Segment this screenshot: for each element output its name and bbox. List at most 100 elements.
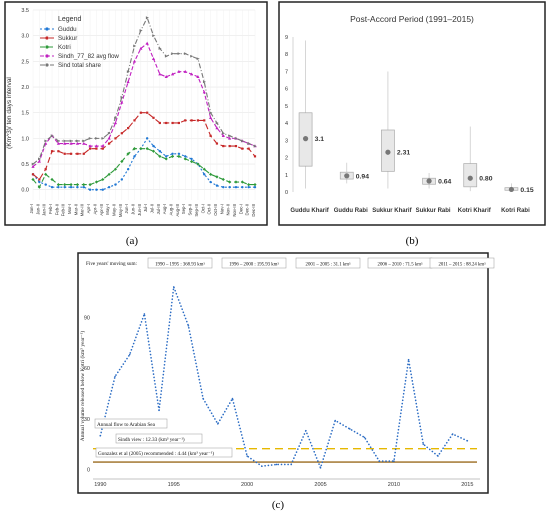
- panel-a-point: [101, 136, 105, 140]
- legend-swatch-marker: [45, 45, 49, 49]
- panel-a-point: [171, 152, 174, 155]
- panel-a-point: [184, 155, 187, 158]
- panel-a-label: (a): [126, 235, 139, 247]
- panel-a-point: [126, 152, 130, 156]
- panel-a-point: [253, 185, 257, 189]
- panel-a-point: [183, 52, 188, 56]
- panel-c-data-point: [187, 325, 190, 327]
- panel-b-xtick-label: Guddu Kharif: [290, 208, 329, 214]
- panel-c-xtick-label: 2005: [314, 482, 326, 488]
- panel-a-legend: Legend Guddu Sukkur Kotri Sindh_77_82 avg f…: [40, 16, 119, 69]
- box-value-label: 0.80: [479, 176, 492, 183]
- panel-a-point: [215, 121, 219, 125]
- panel-a-xtick-label: Aug-II: [169, 204, 174, 215]
- panel-c-period-label: 2006 – 2010 : 71.5 km³: [378, 262, 423, 268]
- panel-a-point: [133, 155, 136, 158]
- panel-a-xtick-label: Oct-III: [213, 204, 218, 216]
- panel-a-xtick-label: Apr-III: [99, 204, 104, 216]
- panel-a-xtick-label: Feb-I: [48, 204, 53, 214]
- panel-a-point: [132, 147, 137, 151]
- panel-a-xtick-label: Jun-III: [137, 204, 142, 216]
- panel-a-point: [75, 182, 79, 187]
- panel-b-yticks: 0 1 2 3 4 5 6 7 8 9: [285, 35, 288, 196]
- panel-a-point: [63, 141, 67, 145]
- panel-a-point: [95, 188, 98, 191]
- panel-c-data-point: [143, 313, 146, 315]
- panel-a-point: [107, 185, 111, 189]
- panel-a-xtick-label: Sep-III: [194, 204, 199, 217]
- panel-b-xtick-label: Guddu Rabi: [334, 208, 368, 214]
- panel-c-data-point: [246, 455, 248, 457]
- panel-a-xtick-label: Mar-I: [67, 204, 72, 214]
- panel-c-data-point: [275, 463, 278, 466]
- panel-c-label: (c): [272, 499, 285, 511]
- panel-a-point: [145, 16, 149, 20]
- panel-a-point: [158, 154, 162, 158]
- panel-a-point: [202, 167, 206, 171]
- panel-a-point: [82, 152, 85, 155]
- panel-a-point: [139, 46, 143, 50]
- panel-c-xtick-label: 2015: [461, 482, 473, 488]
- panel-a-point: [44, 183, 47, 186]
- panel-a-point: [170, 72, 175, 76]
- panel-a-point: [126, 167, 130, 171]
- panel-a-point: [88, 188, 92, 191]
- panel-a-point: [120, 95, 124, 99]
- panel-a-xtick-label: Oct-I: [200, 204, 205, 213]
- panel-a-point: [145, 41, 149, 45]
- panel-c-ytick-label: 0: [87, 468, 90, 474]
- panel-a-point: [101, 147, 104, 150]
- panel-b-ytick-label: 3: [285, 138, 288, 144]
- panel-c-period-label: 2011 – 2015 : 88.24 km³: [438, 262, 486, 268]
- panel-c-data-point: [231, 397, 234, 400]
- panel-a-point: [114, 116, 118, 120]
- panel-a-point: [133, 44, 137, 48]
- panel-c-yticks: 0 30 60 90: [84, 315, 90, 473]
- panel-a-point: [183, 69, 187, 73]
- panel-a-point: [151, 57, 156, 60]
- panel-a-point: [82, 182, 86, 187]
- box-value-label: 0.15: [520, 187, 533, 194]
- panel-a-point: [177, 154, 181, 158]
- legend-swatch-marker: [45, 27, 49, 31]
- panel-a-point: [120, 100, 124, 104]
- panel-c-data-point: [349, 428, 351, 430]
- panel-a-xtick-label: May-I: [105, 204, 110, 215]
- panel-a-point: [82, 141, 86, 145]
- panel-c-data-point: [437, 455, 439, 457]
- panel-a-point: [189, 72, 194, 76]
- panel-a-xtick-label: Mar-III: [80, 204, 85, 216]
- panel-a-point: [177, 69, 181, 73]
- panel-a-point: [234, 144, 238, 148]
- panel-a-ylabel: (Km^3)/ ten days interval: [6, 77, 13, 149]
- panel-a-point: [158, 72, 162, 76]
- panel-c-data-point: [261, 465, 263, 467]
- panel-a-point: [241, 139, 245, 143]
- panel-a-xtick-label: Nov-I: [219, 204, 224, 214]
- panel-a-point: [107, 172, 111, 176]
- panel-a-point: [171, 52, 175, 56]
- panel-a-point: [120, 178, 124, 181]
- panel-a-point: [247, 147, 250, 150]
- panel-a-point: [183, 157, 187, 161]
- panel-a-point: [94, 144, 99, 148]
- panel-a-xtick-label: Mar-II: [73, 204, 78, 215]
- panel-a-point: [145, 137, 149, 140]
- panel-a-point: [50, 185, 54, 189]
- panel-a-point: [170, 154, 175, 158]
- panel-c-data-point: [114, 375, 116, 378]
- panel-a-xtick-label: Jan-II: [35, 204, 40, 215]
- panel-a-xtick-label: Jul-I: [143, 204, 148, 212]
- panel-a-point: [203, 119, 206, 122]
- panel-c-data-point: [305, 429, 307, 432]
- panel-c-series: [99, 286, 469, 471]
- panel-c-period-labels: 1990 – 1995 : 368.93 km³ 1996 – 2000 : 19…: [147, 257, 495, 269]
- panel-a-point: [228, 144, 231, 148]
- panel-a-point: [114, 183, 117, 186]
- panel-a-point: [88, 182, 92, 187]
- panel-a-xtick-label: Sep-I: [181, 204, 186, 214]
- panel-b-ytick-label: 4: [285, 121, 288, 127]
- legend-entry-label: Kotri: [58, 44, 71, 51]
- panel-b-label: (b): [406, 235, 419, 247]
- panel-a-point: [63, 139, 67, 143]
